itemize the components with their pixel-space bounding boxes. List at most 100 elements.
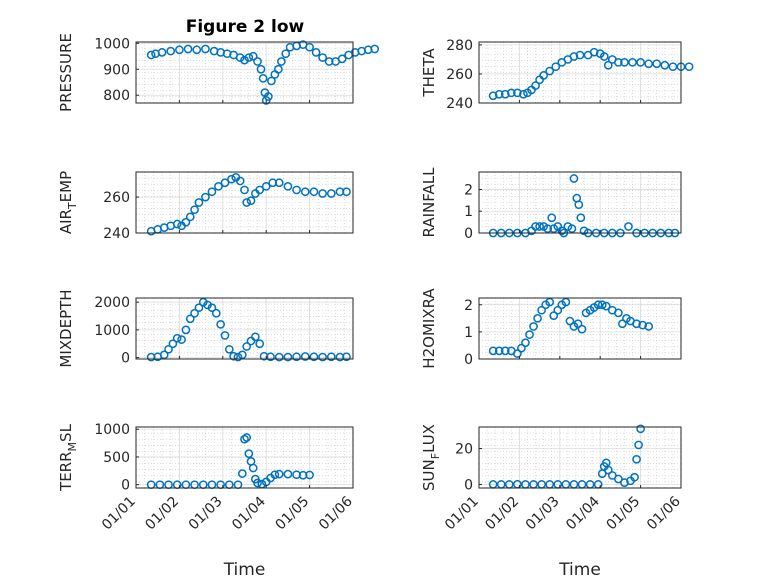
figure-title: Figure 2 low <box>186 17 305 37</box>
data-point <box>632 319 641 329</box>
data-point <box>531 222 540 231</box>
data-point <box>603 465 613 475</box>
data-point <box>181 325 191 335</box>
x-axis-label: Time <box>223 560 266 580</box>
data-point <box>253 478 262 488</box>
data-point <box>309 352 319 362</box>
data-point <box>513 88 522 98</box>
data-point <box>220 178 230 188</box>
data-point <box>246 196 256 206</box>
data-point <box>220 331 230 340</box>
data-point <box>159 350 169 360</box>
data-point <box>283 352 293 362</box>
y-tick-label: 20 <box>455 442 473 458</box>
x-tick-label: 01/02 <box>142 494 182 534</box>
data-point <box>573 319 583 329</box>
data-point <box>539 71 548 80</box>
y-tick-label: 1000 <box>94 323 130 339</box>
subplot-4: 0 1 2 RAINFALL <box>420 167 682 242</box>
y-tick-label: 2 <box>464 298 473 314</box>
data-point <box>214 182 223 191</box>
subplot-1: 800 900 1000 PRESSURE <box>57 33 380 112</box>
data-point <box>281 49 291 59</box>
y-axis-label: TERRMSL <box>57 423 79 492</box>
data-point <box>652 59 662 69</box>
data-point <box>684 62 694 72</box>
data-point <box>190 308 199 318</box>
data-point <box>500 89 510 99</box>
data-point <box>547 213 557 223</box>
data-point <box>569 174 579 183</box>
data-point <box>283 469 293 479</box>
data-point <box>251 332 260 342</box>
data-point <box>494 89 504 99</box>
data-point <box>248 463 258 473</box>
data-point <box>258 73 268 83</box>
y-axis-label: AIRTEMP <box>57 171 79 234</box>
y-tick-label: 0 <box>464 352 473 368</box>
y-tick-label: 0 <box>464 226 473 242</box>
data-point <box>240 185 249 195</box>
y-tick-label: 280 <box>446 38 473 54</box>
data-point <box>181 217 191 227</box>
subplot-2: 240 260 280 THETA <box>420 38 694 112</box>
data-point <box>531 81 540 90</box>
data-point <box>267 76 276 86</box>
data-point <box>644 59 654 69</box>
y-tick-label: 240 <box>103 226 130 242</box>
data-point <box>211 308 221 318</box>
data-point <box>535 222 544 231</box>
data-point <box>194 198 204 207</box>
data-point <box>342 187 351 197</box>
data-point <box>242 198 252 207</box>
data-point <box>565 316 575 326</box>
data-point <box>274 178 284 188</box>
data-point <box>309 187 319 197</box>
x-tick-label: 01/03 <box>186 494 226 534</box>
data-point <box>274 64 283 74</box>
data-point <box>244 449 254 458</box>
data-point <box>274 352 284 362</box>
data-point <box>274 469 284 479</box>
data-point <box>634 440 643 450</box>
data-point <box>370 44 380 54</box>
data-point <box>255 185 265 195</box>
data-point <box>198 297 208 307</box>
y-tick-label: 500 <box>103 450 130 466</box>
data-point <box>618 319 627 329</box>
data-point <box>185 314 195 324</box>
x-tick-label: 01/03 <box>523 494 563 534</box>
data-point <box>240 434 249 444</box>
data-point <box>660 60 670 70</box>
data-point <box>337 54 347 64</box>
data-point <box>207 303 217 313</box>
y-tick-label: 1000 <box>94 422 130 438</box>
y-tick-label: 900 <box>103 62 130 78</box>
y-tick-label: 1000 <box>94 36 130 52</box>
y-tick-label: 0 <box>464 477 473 493</box>
data-point <box>638 320 647 330</box>
data-point <box>488 346 498 356</box>
y-axis-label: THETA <box>420 48 438 98</box>
subplot-8: 0 20 01/01 01/02 01/03 01/04 01/05 01/06 SUNFLUX… <box>420 424 684 580</box>
data-point <box>177 335 186 344</box>
x-tick-label: 01/02 <box>482 494 522 534</box>
data-point <box>261 182 271 191</box>
data-point <box>636 57 645 67</box>
data-point <box>549 311 559 320</box>
data-point <box>597 300 607 310</box>
data-point <box>175 45 184 55</box>
y-tick-label: 260 <box>103 190 130 206</box>
y-axis-label: PRESSURE <box>57 33 75 112</box>
y-tick-label: 1 <box>464 204 473 220</box>
data-point <box>494 346 504 356</box>
y-axis-label: RAINFALL <box>420 167 438 238</box>
data-point <box>567 224 577 233</box>
data-point <box>216 319 225 329</box>
data-point <box>305 470 314 480</box>
axes-box <box>478 171 682 234</box>
data-point <box>164 344 173 354</box>
x-tick-label: 01/05 <box>604 494 644 534</box>
data-point <box>506 88 516 98</box>
axes-box <box>135 426 354 489</box>
